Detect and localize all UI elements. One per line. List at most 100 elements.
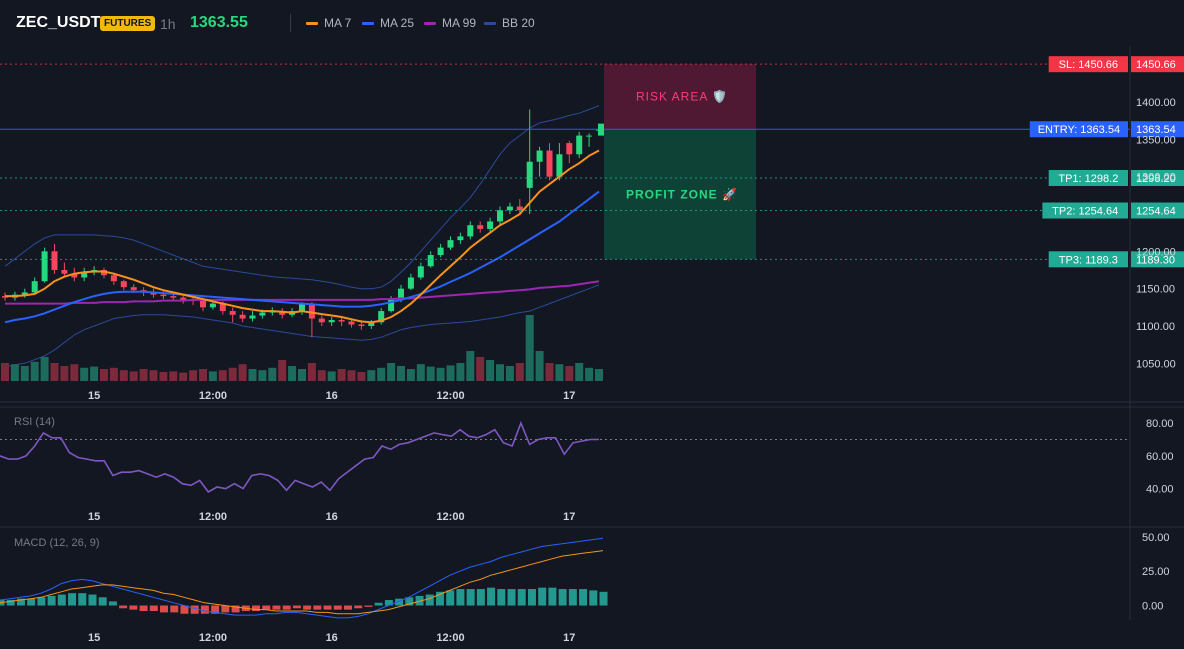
- candle-body: [180, 297, 187, 300]
- legend-ma25[interactable]: MA 25: [362, 16, 414, 30]
- volume-bar: [525, 315, 534, 381]
- volume-bar: [555, 364, 564, 381]
- time-label-main: 17: [563, 390, 575, 402]
- candle-body: [437, 247, 444, 256]
- candle-body: [358, 324, 365, 326]
- legend-ma99[interactable]: MA 99: [424, 16, 476, 30]
- volume-bar: [337, 369, 346, 381]
- level-price-bg: [1131, 56, 1184, 73]
- volume-bar: [129, 371, 138, 381]
- volume-bar: [476, 357, 485, 381]
- candle-body: [368, 322, 375, 326]
- candle-body: [576, 135, 583, 155]
- ma25-line: [4, 190, 600, 324]
- macd-histogram-bar: [487, 587, 496, 606]
- price-axis[interactable]: 1400.00 1350.00 1300.00 1200.00 1150.00 1100.…: [1136, 97, 1176, 370]
- volume-bar: [387, 363, 396, 381]
- volume-bar: [307, 363, 316, 381]
- volume-bar: [169, 371, 178, 381]
- candle-body: [388, 299, 395, 312]
- time-label-main: 16: [326, 390, 338, 402]
- volume-bar: [238, 364, 247, 381]
- candle-body: [328, 320, 335, 323]
- symbol-name[interactable]: ZEC_USDT: [16, 14, 101, 31]
- macd-histogram-bar: [139, 605, 148, 612]
- volume-bar: [139, 369, 148, 381]
- volume-bar: [347, 370, 356, 381]
- level-price-bg: [1131, 251, 1184, 268]
- candle-body: [308, 303, 315, 319]
- time-label-main: 15: [88, 390, 100, 402]
- macd-histogram-bar: [568, 589, 577, 606]
- volume-bar: [367, 370, 376, 381]
- macd-histogram-bar: [98, 597, 107, 606]
- candle-body: [526, 161, 533, 188]
- legend-ma7[interactable]: MA 7: [306, 16, 351, 30]
- macd-histogram-bar: [579, 589, 588, 606]
- volume-bar: [565, 366, 574, 381]
- volume-bar: [179, 372, 188, 381]
- candle-body: [41, 251, 48, 282]
- macd-histogram-bar: [354, 605, 363, 609]
- rsi-pane: RSI (14) 80.00 60.00 40.00: [0, 416, 1174, 496]
- candle-body: [51, 251, 58, 270]
- level-tag-text: ENTRY: 1363.54: [1038, 124, 1120, 136]
- volume-bar: [268, 367, 277, 381]
- candle-body: [81, 272, 88, 278]
- volume-bar: [109, 367, 118, 381]
- volume-bars: [1, 315, 603, 381]
- candle-body: [200, 300, 206, 308]
- macd-histogram-bar: [252, 605, 261, 612]
- candle-body: [497, 210, 503, 222]
- time-label-rsi: 15: [88, 511, 100, 523]
- candle-body: [130, 287, 137, 291]
- volume-bar: [30, 361, 39, 381]
- macd-histogram-bar: [374, 602, 383, 606]
- bollinger-bands: [4, 105, 600, 368]
- legend-ma99-label: MA 99: [442, 16, 477, 30]
- macd-tick: 25.00: [1142, 566, 1170, 578]
- candle-body: [536, 150, 543, 162]
- macd-histogram-bar: [57, 594, 66, 606]
- macd-histogram-bar: [517, 589, 526, 606]
- volume-bar: [119, 370, 128, 381]
- timeframe-label[interactable]: 1h: [160, 16, 176, 32]
- volume-bar: [228, 367, 237, 381]
- time-label-macd: 15: [88, 632, 100, 644]
- macd-histogram-bar: [160, 605, 169, 613]
- price-tick: 1200.00: [1136, 246, 1176, 258]
- legend-ma7-label: MA 7: [324, 16, 352, 30]
- volume-bar: [426, 366, 435, 381]
- candlesticks: [2, 109, 602, 338]
- volume-bar: [505, 366, 514, 381]
- macd-histogram-bar: [211, 605, 220, 614]
- macd-histogram-bar: [303, 605, 312, 610]
- level-tag-text: TP1: 1298.2: [1058, 173, 1118, 185]
- candle-body: [209, 303, 216, 308]
- candle-body: [427, 255, 434, 267]
- macd-histogram-bar: [190, 605, 199, 614]
- macd-histogram-bar: [333, 605, 342, 610]
- chart-header: ZEC_USDT FUTURES 1h 1363.55 MA 7 MA 25 M…: [0, 0, 1184, 46]
- volume-bar: [149, 370, 158, 381]
- volume-bar: [60, 366, 69, 381]
- volume-bar: [100, 369, 108, 381]
- candle-body: [259, 312, 266, 316]
- legend-bb20[interactable]: BB 20: [484, 16, 535, 30]
- bb-lower-band: [4, 284, 600, 368]
- rsi-title: RSI (14): [14, 416, 55, 428]
- candle-body: [348, 321, 355, 325]
- volume-bar: [377, 367, 386, 381]
- rsi-line: [0, 420, 599, 493]
- candle-body: [31, 281, 38, 293]
- rsi-tick: 40.00: [1146, 484, 1174, 496]
- level-price-text: 1254.64: [1136, 206, 1176, 218]
- candle-body: [279, 311, 286, 315]
- macd-histogram-bar: [415, 595, 424, 606]
- macd-histogram-bar: [589, 590, 598, 606]
- macd-histogram-bar: [395, 598, 404, 606]
- time-label-main: 12:00: [199, 390, 227, 402]
- volume-bar: [288, 366, 297, 381]
- price-tick: 1050.00: [1136, 358, 1176, 370]
